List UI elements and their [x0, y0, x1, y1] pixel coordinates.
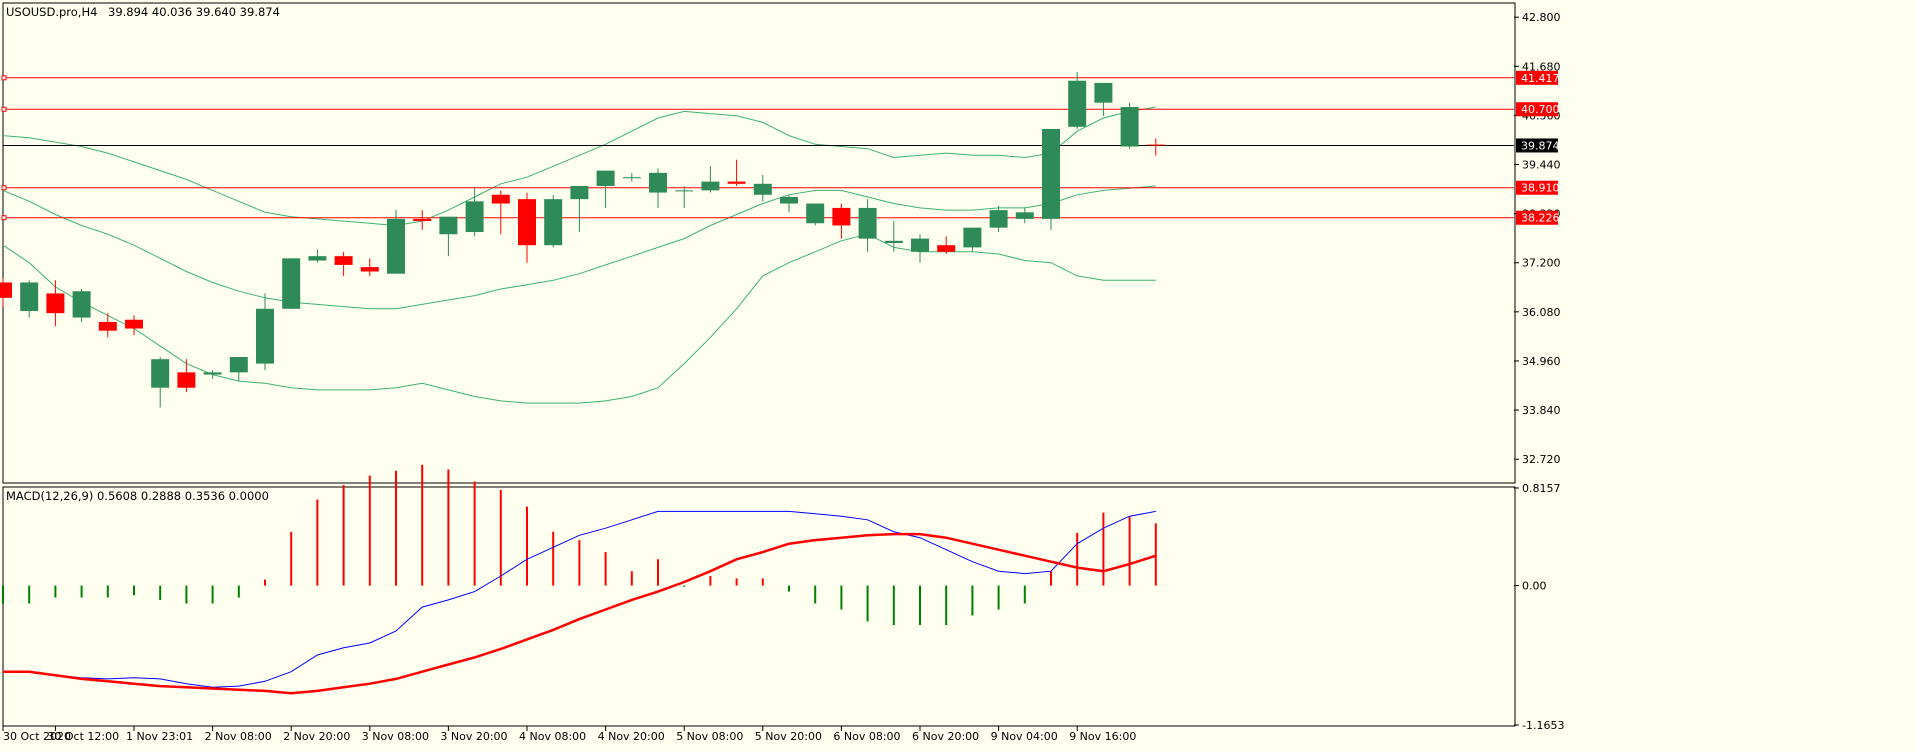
candle-body[interactable]	[1042, 128, 1060, 219]
time-axis-label: 3 Nov 08:00	[362, 730, 429, 743]
macd-indicator-label: MACD(12,26,9) 0.5608 0.2888 0.3536 0.000…	[6, 489, 269, 503]
time-axis-label: 4 Nov 20:00	[598, 730, 665, 743]
candle-body[interactable]	[1146, 144, 1165, 146]
candle-body[interactable]	[72, 291, 91, 318]
candle-body[interactable]	[989, 210, 1008, 228]
macd-axis-tick-label: -1.1653	[1522, 719, 1564, 732]
time-axis-label: 5 Nov 20:00	[755, 730, 822, 743]
current-price-box	[1516, 138, 1558, 153]
candle-body[interactable]	[675, 190, 694, 192]
time-axis-label: 30 Oct 12:00	[47, 730, 119, 743]
candle-body[interactable]	[596, 170, 615, 186]
current-price-label: 39.874	[1521, 139, 1560, 152]
macd-axis-tick-label: 0.00	[1522, 580, 1547, 593]
candle-body[interactable]	[308, 256, 327, 261]
price-axis-tick-label: 36.080	[1522, 306, 1561, 319]
candle-body[interactable]	[780, 196, 798, 204]
candle-body[interactable]	[701, 181, 720, 191]
bollinger-middle-line	[2, 185, 1156, 310]
bollinger-lower-line	[2, 233, 1156, 404]
candle-body[interactable]	[125, 319, 143, 329]
level-handle[interactable]	[1, 185, 7, 191]
candle-body[interactable]	[413, 218, 432, 222]
candle-body[interactable]	[360, 267, 379, 272]
price-axis-tick-label: 33.840	[1522, 404, 1561, 417]
time-axis-label: 30 Oct 2020	[3, 730, 71, 743]
candle-body[interactable]	[727, 181, 746, 184]
macd-pane[interactable]	[2, 486, 1516, 727]
time-axis-label: 9 Nov 16:00	[1069, 730, 1136, 743]
candle-body[interactable]	[151, 359, 170, 388]
time-axis-label: 3 Nov 20:00	[440, 730, 507, 743]
time-axis-label: 5 Nov 08:00	[676, 730, 743, 743]
candle-body[interactable]	[518, 199, 536, 246]
price-axis-tick-label: 42.800	[1522, 11, 1561, 24]
ohlc-values: 39.894 40.036 39.640 39.874	[108, 5, 280, 19]
price-label-box	[1516, 102, 1558, 117]
candle-body[interactable]	[1094, 82, 1113, 103]
candle-body[interactable]	[334, 256, 353, 265]
candle-body[interactable]	[20, 282, 39, 311]
time-axis-label: 4 Nov 08:00	[519, 730, 586, 743]
macd-line	[3, 510, 1156, 688]
candle-body[interactable]	[884, 240, 903, 243]
candle-body[interactable]	[439, 216, 458, 235]
price-label-box	[1516, 210, 1558, 225]
candle-body[interactable]	[491, 194, 510, 204]
candle-body[interactable]	[622, 177, 641, 179]
time-axis-label: 2 Nov 20:00	[283, 730, 350, 743]
time-axis-label: 1 Nov 23:01	[126, 730, 193, 743]
candle-body[interactable]	[806, 203, 825, 224]
level-handle[interactable]	[1, 215, 7, 221]
price-level-label: 41.417	[1521, 72, 1560, 85]
candle-body[interactable]	[1120, 107, 1139, 147]
price-level-label: 40.700	[1521, 103, 1560, 116]
time-axis-label: 2 Nov 08:00	[205, 730, 272, 743]
candle-body[interactable]	[229, 357, 248, 373]
time-axis-label: 6 Nov 20:00	[912, 730, 979, 743]
price-axis-tick-label: 41.680	[1522, 60, 1561, 73]
time-axis-label: 9 Nov 04:00	[991, 730, 1058, 743]
candle-body[interactable]	[465, 201, 484, 233]
candle-body[interactable]	[1015, 212, 1034, 219]
candle-body[interactable]	[544, 199, 563, 246]
candle-body[interactable]	[177, 372, 196, 388]
macd-signal-line	[3, 532, 1157, 695]
candle-body[interactable]	[832, 207, 851, 226]
candle-body[interactable]	[282, 258, 301, 309]
candle-body[interactable]	[963, 227, 982, 248]
candle-body[interactable]	[649, 172, 667, 193]
candle-body[interactable]	[1068, 80, 1087, 127]
candle-body[interactable]	[46, 293, 65, 314]
candle-body[interactable]	[753, 183, 772, 195]
price-pane[interactable]	[2, 2, 1516, 484]
price-level-label: 38.910	[1521, 182, 1560, 195]
candle-body[interactable]	[256, 308, 274, 364]
candle-body[interactable]	[387, 218, 405, 274]
candle-body[interactable]	[937, 245, 956, 252]
bollinger-upper-line	[2, 106, 1156, 227]
candle-body[interactable]	[858, 207, 877, 239]
price-axis-tick-label: 37.200	[1522, 257, 1561, 270]
time-axis-label: 6 Nov 08:00	[833, 730, 900, 743]
symbol-info: USOUSD.pro,H4	[6, 5, 97, 19]
level-handle[interactable]	[1, 106, 7, 112]
price-axis-tick-label: 32.720	[1522, 453, 1561, 466]
price-axis-tick-label: 34.960	[1522, 355, 1561, 368]
level-handle[interactable]	[1, 75, 7, 81]
candle-body[interactable]	[98, 321, 117, 331]
macd-axis-tick-label: 0.8157	[1522, 482, 1561, 495]
price-level-label: 38.226	[1521, 212, 1560, 225]
price-label-box	[1516, 180, 1558, 195]
candle-body[interactable]	[911, 238, 929, 252]
candle-body[interactable]	[203, 372, 222, 375]
candle-body[interactable]	[0, 282, 12, 298]
price-axis-tick-label: 39.440	[1522, 159, 1561, 172]
price-label-box	[1516, 70, 1558, 85]
candle-body[interactable]	[570, 185, 589, 200]
